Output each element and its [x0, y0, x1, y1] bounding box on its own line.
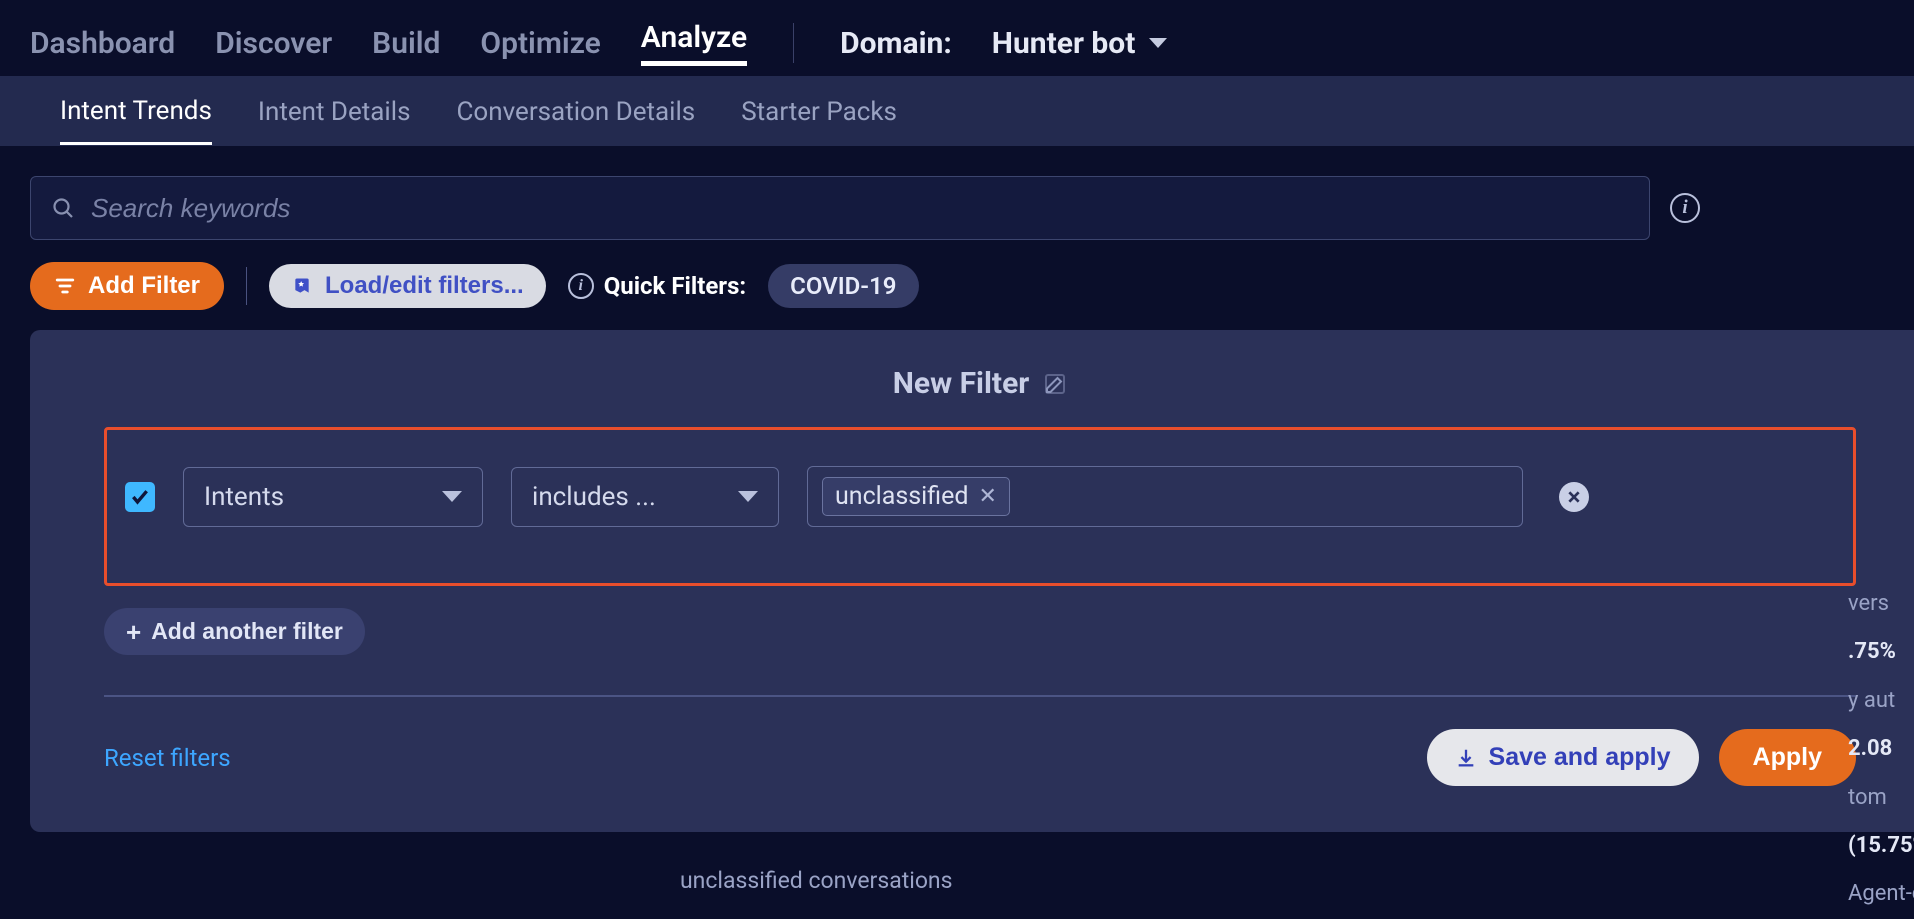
nav-divider: [793, 23, 794, 63]
tab-starter-packs[interactable]: Starter Packs: [741, 97, 897, 143]
filter-row-highlight: Intents includes ... unclassified ✕: [104, 427, 1856, 586]
info-icon[interactable]: i: [1670, 193, 1700, 223]
quick-filter-covid19[interactable]: COVID-19: [768, 264, 918, 308]
tab-intent-details[interactable]: Intent Details: [258, 97, 411, 143]
remove-filter-row-button[interactable]: [1559, 482, 1589, 512]
quick-filters-label-group: i Quick Filters:: [568, 272, 746, 300]
quick-filters-label: Quick Filters:: [604, 272, 746, 300]
tab-intent-trends[interactable]: Intent Trends: [60, 96, 212, 145]
background-peek-right: vers .75% y aut 2.08 tom (15.75% Agent-o…: [1848, 580, 1914, 919]
filter-panel-title: New Filter: [893, 366, 1030, 401]
nav-build[interactable]: Build: [372, 26, 440, 61]
bg-text: vers: [1848, 580, 1914, 628]
filter-field-value: Intents: [204, 482, 284, 512]
bg-text: 2.08: [1848, 725, 1914, 773]
bg-text: tom: [1848, 774, 1914, 822]
add-filter-button[interactable]: Add Filter: [30, 262, 224, 310]
save-and-apply-label: Save and apply: [1489, 743, 1671, 772]
nav-dashboard[interactable]: Dashboard: [30, 26, 175, 61]
bookmark-star-icon: [291, 276, 313, 296]
filter-bar-divider: [246, 267, 247, 305]
search-row: i: [0, 146, 1914, 240]
load-edit-filters-button[interactable]: Load/edit filters...: [269, 264, 546, 308]
plus-icon: +: [126, 619, 141, 645]
nav-discover[interactable]: Discover: [215, 26, 332, 61]
filter-tag-unclassified: unclassified ✕: [822, 477, 1010, 516]
save-and-apply-button[interactable]: Save and apply: [1427, 729, 1699, 786]
info-icon[interactable]: i: [568, 273, 594, 299]
domain-label: Domain:: [840, 26, 952, 61]
filter-icon: [54, 275, 76, 297]
new-filter-panel: New Filter Intents includes ... unclassi…: [30, 330, 1914, 832]
nav-optimize[interactable]: Optimize: [480, 26, 600, 61]
add-filter-label: Add Filter: [88, 272, 200, 300]
domain-select[interactable]: Hunter bot: [992, 26, 1168, 61]
filter-bar: Add Filter Load/edit filters... i Quick …: [0, 240, 1914, 320]
reset-filters-link[interactable]: Reset filters: [104, 744, 231, 772]
sub-nav: Intent Trends Intent Details Conversatio…: [0, 76, 1914, 146]
filter-row-checkbox[interactable]: [125, 482, 155, 512]
add-another-filter-button[interactable]: + Add another filter: [104, 608, 365, 655]
nav-analyze[interactable]: Analyze: [641, 20, 747, 66]
filter-tag-label: unclassified: [835, 482, 968, 511]
filter-value-tags[interactable]: unclassified ✕: [807, 466, 1523, 527]
bg-text: y aut: [1848, 677, 1914, 725]
panel-divider: [104, 695, 1856, 697]
bg-text: Agent-only: [1848, 870, 1914, 918]
download-icon: [1455, 747, 1477, 769]
search-box[interactable]: [30, 176, 1650, 240]
bg-text: (15.75%: [1848, 822, 1914, 870]
bg-text: .75%: [1848, 628, 1914, 676]
load-edit-filters-label: Load/edit filters...: [325, 272, 524, 300]
domain-value: Hunter bot: [992, 26, 1136, 61]
footer-buttons: Save and apply Apply: [1427, 729, 1856, 786]
filter-field-select[interactable]: Intents: [183, 467, 483, 527]
chevron-down-icon: [1149, 38, 1167, 48]
remove-tag-icon[interactable]: ✕: [978, 486, 996, 508]
add-another-filter-label: Add another filter: [151, 618, 343, 645]
check-icon: [130, 487, 150, 507]
close-icon: [1566, 489, 1582, 505]
tab-conversation-details[interactable]: Conversation Details: [457, 97, 696, 143]
filter-operator-value: includes ...: [532, 482, 656, 512]
apply-button[interactable]: Apply: [1719, 729, 1856, 786]
background-peek-bottom: unclassified conversations: [680, 867, 953, 894]
chevron-down-icon: [738, 491, 758, 502]
search-input[interactable]: [91, 193, 1629, 224]
filter-operator-select[interactable]: includes ...: [511, 467, 779, 527]
filter-panel-title-row: New Filter: [104, 366, 1856, 401]
search-icon: [51, 196, 75, 220]
panel-footer: Reset filters Save and apply Apply: [104, 729, 1856, 786]
top-nav: Dashboard Discover Build Optimize Analyz…: [0, 0, 1914, 76]
chevron-down-icon: [442, 491, 462, 502]
edit-icon[interactable]: [1043, 372, 1067, 396]
